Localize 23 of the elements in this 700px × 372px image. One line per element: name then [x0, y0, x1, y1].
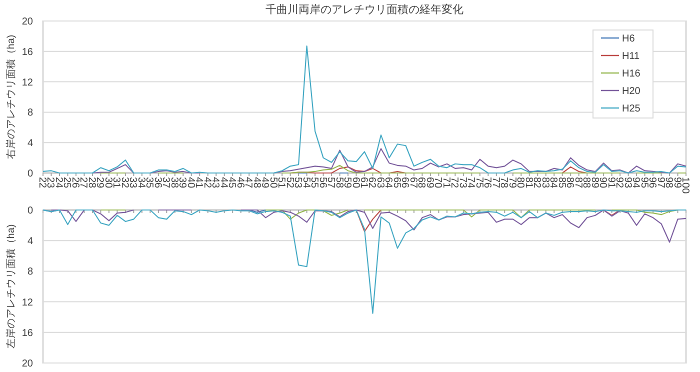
y-tick-label: 8: [27, 266, 34, 278]
y-tick-label: 16: [22, 46, 34, 58]
y-tick-label: 12: [22, 297, 34, 308]
y-tick-label: 16: [22, 328, 34, 339]
legend-label: H11: [622, 51, 640, 62]
legend-label: H16: [622, 68, 641, 80]
line-series: [42, 46, 687, 174]
y-tick-label: 12: [22, 77, 34, 88]
y-axis-title: 右岸のアレチウリ面積（ha): [5, 34, 17, 160]
y-tick-label: 20: [22, 358, 34, 370]
chart-title: 千曲川両岸のアレチウリ面積の経年変化: [266, 3, 464, 16]
y-tick-label: 0: [27, 206, 34, 216]
y-tick-label: 8: [27, 108, 34, 119]
x-tick-label: 22: [36, 177, 48, 189]
y-tick-label: 0: [27, 168, 34, 180]
legend-label: H6: [622, 34, 636, 44]
line-series: [42, 209, 687, 314]
y-tick-label: 4: [27, 236, 34, 248]
y-axis-title: 左岸のアレチウリ面積（ha): [5, 224, 17, 349]
y-tick-label: 20: [22, 16, 34, 28]
legend-label: H25: [622, 104, 641, 114]
legend-label: H20: [622, 86, 641, 97]
y-tick-label: 4: [27, 138, 34, 150]
